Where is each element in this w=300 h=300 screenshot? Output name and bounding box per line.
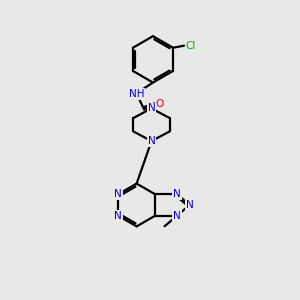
Text: N: N <box>186 200 194 210</box>
Text: N: N <box>148 136 155 146</box>
Text: N: N <box>173 189 181 199</box>
Text: N: N <box>114 211 122 221</box>
Text: N: N <box>148 103 155 113</box>
Text: O: O <box>155 99 164 109</box>
Text: Cl: Cl <box>186 41 196 51</box>
Text: N: N <box>173 211 181 221</box>
Text: N: N <box>114 189 122 199</box>
Text: NH: NH <box>129 89 144 99</box>
